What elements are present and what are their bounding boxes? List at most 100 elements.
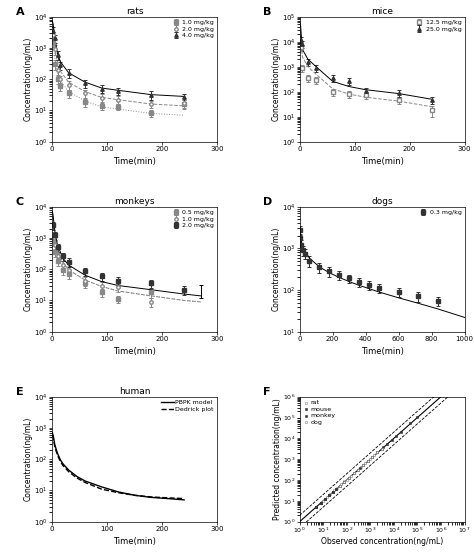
PBPK model [99,483,104,490]
Line: Dedrick plot: Dedrick plot [53,435,184,498]
mouse [317,498,325,507]
monkey [378,445,385,453]
rat [323,492,331,501]
rat [336,482,343,491]
Y-axis label: Concentration(ng/mL): Concentration(ng/mL) [271,227,280,311]
Dedrick plot [165,495,171,501]
PBPK model [66,467,72,473]
Title: dogs: dogs [371,197,393,206]
PBPK model [60,461,66,467]
Dedrick plot [181,495,187,502]
Dedrick plot [52,444,58,451]
rat [378,445,385,453]
rat [317,498,325,507]
PBPK model [148,494,154,501]
rat [347,471,355,480]
Line: PBPK model: PBPK model [53,433,184,500]
mouse [336,481,343,490]
rat [328,488,336,497]
rat [343,475,350,484]
monkey [345,473,352,482]
mouse [345,473,352,482]
dog [374,448,381,457]
dog [336,482,343,491]
mouse [374,448,381,457]
X-axis label: Time(min): Time(min) [361,347,403,356]
rat [354,465,362,474]
mouse [325,491,333,500]
PBPK model [165,495,171,502]
Dedrick plot [50,432,55,438]
monkey [325,491,333,500]
monkey [368,453,376,462]
Dedrick plot [99,486,104,492]
PBPK model [52,442,58,448]
Dedrick plot [60,462,66,469]
mouse [328,488,336,497]
Dedrick plot [55,452,61,459]
mouse [379,443,387,452]
dog [378,445,385,453]
Legend: 0.3 mg/kg: 0.3 mg/kg [418,210,461,215]
rat [357,463,365,472]
monkey [364,456,372,465]
Dedrick plot [50,435,56,441]
X-axis label: Time(min): Time(min) [113,347,156,356]
Title: human: human [119,387,150,396]
Text: F: F [263,387,271,397]
mouse [356,464,363,473]
mouse [332,485,340,493]
Dedrick plot [132,492,137,498]
Text: E: E [16,387,24,397]
PBPK model [115,488,121,495]
X-axis label: Time(min): Time(min) [113,158,156,166]
dog [345,473,352,482]
Y-axis label: Predicted concentration(ng/mL): Predicted concentration(ng/mL) [273,398,282,520]
mouse [397,427,405,436]
rat [325,491,333,500]
mouse [350,469,357,478]
mouse [321,495,329,503]
PBPK model [57,457,63,463]
mouse [312,503,320,512]
Text: D: D [263,196,273,206]
Text: C: C [16,196,24,206]
rat [319,496,327,505]
rat [366,455,374,463]
monkey [317,498,325,507]
Text: A: A [16,7,25,17]
PBPK model [132,492,137,498]
dog [350,469,357,478]
PBPK model [55,450,61,457]
dog [359,461,367,470]
rat [327,490,334,498]
dog [354,465,362,474]
Title: mice: mice [371,7,393,16]
Dedrick plot [115,490,121,496]
Legend: 12.5 mg/kg, 25.0 mg/kg: 12.5 mg/kg, 25.0 mg/kg [414,20,461,32]
PBPK model [50,433,56,440]
X-axis label: Time(min): Time(min) [361,158,403,166]
Y-axis label: Concentration(ng/mL): Concentration(ng/mL) [24,227,33,311]
Dedrick plot [148,493,154,500]
mouse [341,477,348,486]
rat [312,503,320,512]
Y-axis label: Concentration(ng/mL): Concentration(ng/mL) [24,37,33,122]
rat [341,477,348,486]
Legend: 1.0 mg/kg, 2.0 mg/kg, 4.0 mg/kg: 1.0 mg/kg, 2.0 mg/kg, 4.0 mg/kg [171,20,214,38]
rat [350,469,357,478]
rat [371,451,378,460]
mouse [383,440,391,448]
Y-axis label: Concentration(ng/mL): Concentration(ng/mL) [24,417,33,501]
monkey [312,503,320,512]
mouse [392,432,400,441]
rat [374,448,381,457]
rat [330,486,338,495]
Y-axis label: Concentration(ng/mL): Concentration(ng/mL) [271,37,280,122]
rat [334,483,341,492]
mouse [414,412,421,421]
mouse [407,419,414,428]
mouse [388,436,395,445]
X-axis label: Observed concentration(ng/mL): Observed concentration(ng/mL) [321,537,443,546]
monkey [321,495,329,503]
